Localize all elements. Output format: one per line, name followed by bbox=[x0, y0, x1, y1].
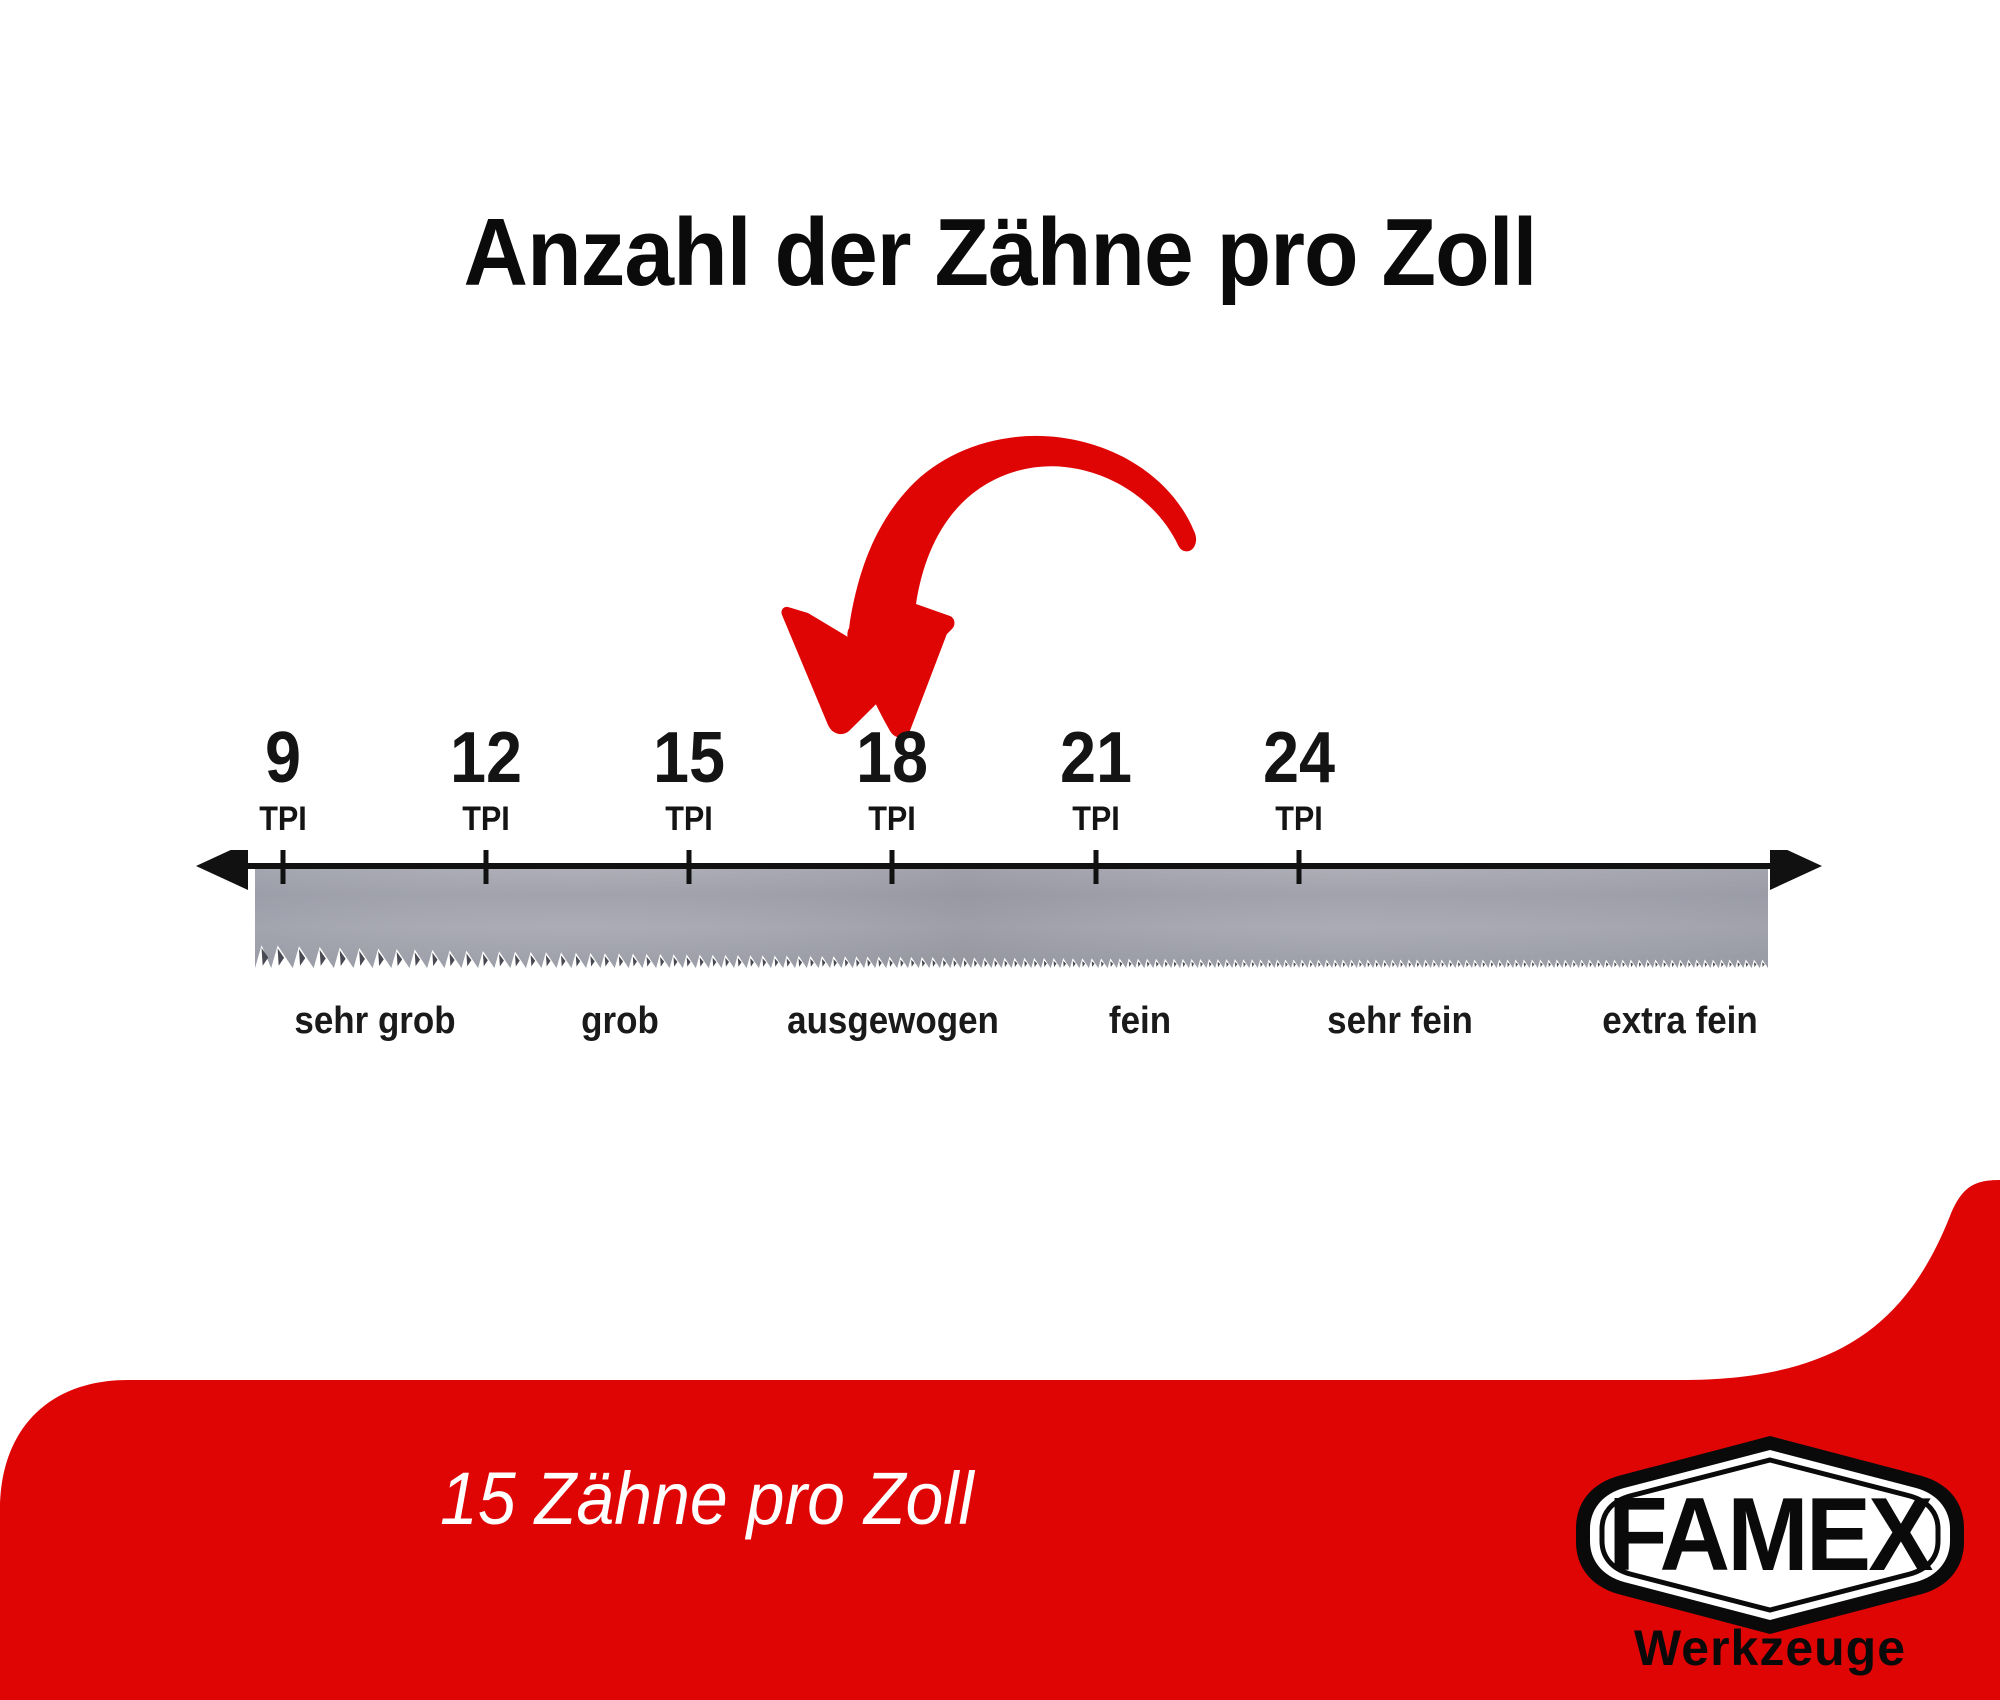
tpi-value: 12 bbox=[449, 718, 523, 798]
caption-sehr-grob: sehr grob bbox=[294, 1000, 456, 1042]
saw-blade-graphic bbox=[0, 850, 2000, 990]
caption-fein: fein bbox=[1108, 1000, 1172, 1042]
tpi-unit: TPI bbox=[1072, 800, 1120, 838]
caption-extra-fein: extra fein bbox=[1602, 1000, 1758, 1042]
logo-tagline: Werkzeuge bbox=[1633, 1620, 1907, 1676]
tpi-value: 9 bbox=[264, 718, 302, 798]
tpi-scale: 9 TPI 12 TPI 15 TPI 18 TPI 21 TPI 24 TPI bbox=[0, 720, 2000, 1120]
bottom-red-banner bbox=[0, 1180, 2000, 1700]
tpi-value: 18 bbox=[855, 718, 929, 798]
tpi-step-18: 18 TPI bbox=[792, 720, 992, 838]
banner-caption: 15 Zähne pro Zoll bbox=[440, 1457, 974, 1540]
tpi-value: 15 bbox=[652, 718, 726, 798]
tpi-caption-row: sehr grob grob ausgewogen fein sehr fein… bbox=[0, 998, 2000, 1058]
famex-logo: FAMEX bbox=[1570, 1430, 1970, 1690]
caption-sehr-fein: sehr fein bbox=[1327, 1000, 1473, 1042]
tpi-unit: TPI bbox=[868, 800, 916, 838]
tpi-unit: TPI bbox=[259, 800, 307, 838]
svg-text:FAMEX: FAMEX bbox=[1608, 1477, 1933, 1592]
red-curved-down-arrow-icon bbox=[770, 425, 1220, 745]
page-title: Anzahl der Zähne pro Zoll bbox=[463, 199, 1538, 306]
tpi-step-9: 9 TPI bbox=[183, 720, 383, 838]
caption-grob: grob bbox=[581, 1000, 659, 1042]
tpi-step-12: 12 TPI bbox=[386, 720, 586, 838]
tpi-value: 21 bbox=[1059, 718, 1133, 798]
tpi-value: 24 bbox=[1262, 718, 1336, 798]
tpi-number-row: 9 TPI 12 TPI 15 TPI 18 TPI 21 TPI 24 TPI bbox=[0, 720, 2000, 850]
tpi-unit: TPI bbox=[1275, 800, 1323, 838]
tpi-step-21: 21 TPI bbox=[996, 720, 1196, 838]
tpi-step-15: 15 TPI bbox=[589, 720, 789, 838]
tpi-unit: TPI bbox=[665, 800, 713, 838]
tpi-step-24: 24 TPI bbox=[1199, 720, 1399, 838]
tpi-unit: TPI bbox=[462, 800, 510, 838]
caption-ausgewogen: ausgewogen bbox=[787, 1000, 999, 1042]
